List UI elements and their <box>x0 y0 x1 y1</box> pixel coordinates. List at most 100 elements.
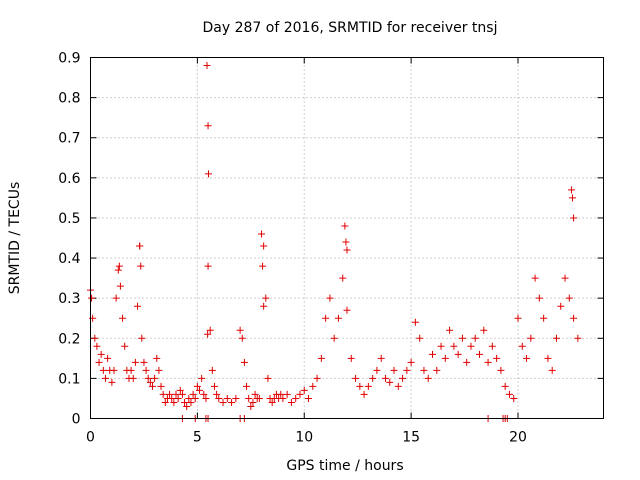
data-point <box>260 242 268 250</box>
data-point <box>196 386 204 394</box>
data-point <box>166 390 174 398</box>
x-tick-label: 5 <box>193 430 202 446</box>
data-point <box>441 354 449 362</box>
data-point <box>544 354 552 362</box>
data-point <box>206 326 214 334</box>
x-tick-label: 10 <box>295 430 313 446</box>
data-point <box>204 330 212 338</box>
data-point <box>151 374 159 382</box>
y-tick-label: 0.4 <box>58 251 80 267</box>
data-point <box>342 238 350 246</box>
data-point <box>115 262 123 270</box>
data-point <box>437 342 445 350</box>
data-point <box>142 366 150 374</box>
data-point <box>458 334 466 342</box>
data-point <box>540 314 548 322</box>
data-point <box>203 62 211 70</box>
data-point <box>259 262 267 270</box>
data-point <box>557 302 565 310</box>
data-point <box>213 390 221 398</box>
data-point <box>505 390 513 398</box>
data-point <box>360 390 368 398</box>
data-point <box>411 318 419 326</box>
plot-frame <box>90 57 604 419</box>
data-point <box>129 374 137 382</box>
data-point <box>174 394 182 402</box>
data-point <box>561 274 569 282</box>
data-point <box>204 122 212 130</box>
data-point <box>127 366 135 374</box>
data-point <box>394 382 402 390</box>
data-point <box>88 294 96 302</box>
data-point <box>322 314 330 322</box>
data-point <box>317 354 325 362</box>
data-point <box>172 390 180 398</box>
data-point <box>249 398 257 406</box>
data-point <box>527 334 535 342</box>
data-point <box>535 294 543 302</box>
data-point <box>204 170 212 178</box>
data-point <box>313 374 321 382</box>
data-point <box>236 326 244 334</box>
data-point <box>146 378 154 386</box>
data-point <box>424 374 432 382</box>
data-point <box>510 394 518 402</box>
data-point <box>309 382 317 390</box>
data-point <box>369 374 377 382</box>
data-point <box>95 358 103 366</box>
data-point <box>403 366 411 374</box>
data-point <box>386 378 394 386</box>
data-point <box>116 282 124 290</box>
data-point <box>347 354 355 362</box>
data-point <box>251 390 259 398</box>
data-point <box>352 374 360 382</box>
data-points <box>87 62 582 422</box>
data-point <box>138 334 146 342</box>
data-point <box>187 398 195 406</box>
data-point <box>185 394 193 402</box>
data-point <box>523 354 531 362</box>
data-point <box>463 358 471 366</box>
data-point <box>305 394 313 402</box>
data-point <box>140 358 148 366</box>
x-axis-label: GPS time / hours <box>286 458 403 474</box>
data-point <box>574 334 582 342</box>
data-point <box>356 382 364 390</box>
data-point <box>168 394 176 402</box>
data-point <box>341 222 349 230</box>
data-point <box>121 342 129 350</box>
data-point <box>373 366 381 374</box>
axis-ticks: 0 0.1 0.2 0.3 0.4 0.5 0.6 0.7 0.8 0.9 0 5 10 15 20 <box>58 51 604 446</box>
data-point <box>247 402 255 410</box>
data-point <box>283 390 291 398</box>
data-point <box>300 386 308 394</box>
data-point <box>159 390 167 398</box>
data-point <box>565 294 573 302</box>
data-point <box>193 382 201 390</box>
data-point <box>238 334 246 342</box>
data-point <box>240 358 248 366</box>
data-point <box>570 214 578 222</box>
data-point <box>326 294 334 302</box>
data-point <box>484 358 492 366</box>
data-point <box>134 302 142 310</box>
data-point <box>223 394 231 402</box>
data-point <box>108 378 116 386</box>
data-point <box>91 334 99 342</box>
data-point <box>420 366 428 374</box>
data-point <box>471 334 479 342</box>
data-point <box>260 302 268 310</box>
data-point <box>245 394 253 402</box>
y-tick-label: 0.9 <box>58 51 80 67</box>
data-point <box>114 266 122 274</box>
data-point <box>200 390 208 398</box>
data-point <box>497 366 505 374</box>
data-point <box>264 374 272 382</box>
data-point <box>183 402 191 410</box>
data-point <box>210 382 218 390</box>
data-point <box>198 374 206 382</box>
data-point <box>488 342 496 350</box>
data-point <box>476 350 484 358</box>
data-point <box>381 374 389 382</box>
y-tick-label: 0.7 <box>58 131 80 147</box>
